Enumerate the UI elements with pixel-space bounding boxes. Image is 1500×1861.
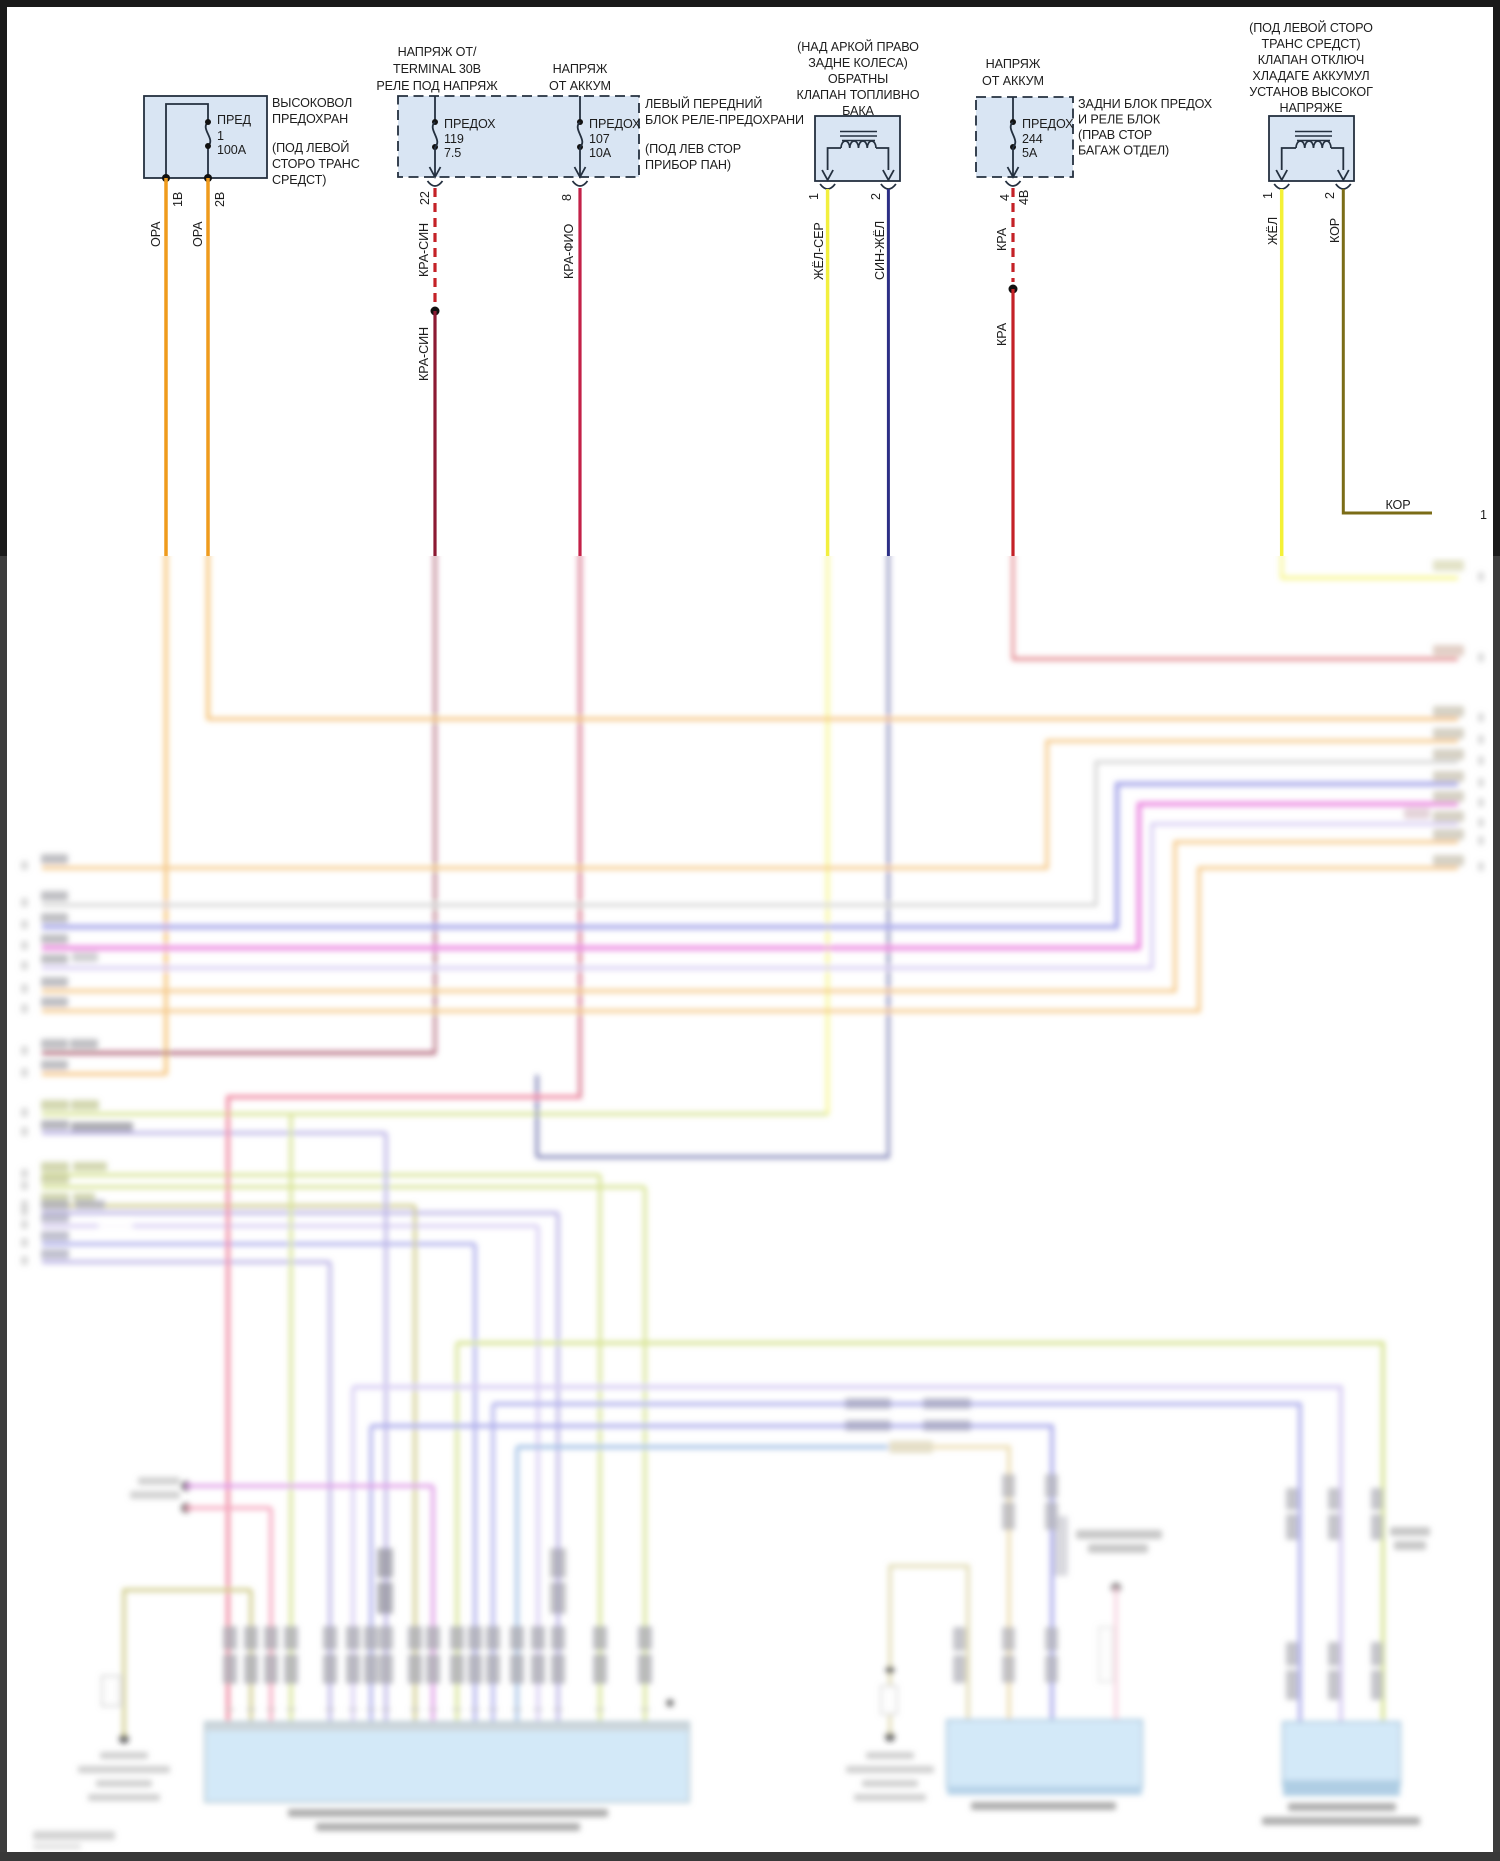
svg-text:7.5: 7.5 [444,146,461,160]
svg-text:ПРЕДОХ: ПРЕДОХ [444,117,496,131]
svg-text:107: 107 [589,132,610,146]
svg-text:4: 4 [998,194,1012,201]
svg-text:119: 119 [444,132,464,146]
svg-text:100А: 100А [217,143,247,157]
svg-text:8: 8 [560,194,574,201]
svg-text:1В: 1В [171,192,185,207]
svg-text:ПРЕДОХРАН: ПРЕДОХРАН [272,112,348,126]
svg-text:ОРА: ОРА [191,221,205,247]
svg-text:ПРЕДОХ: ПРЕДОХ [1022,117,1074,131]
svg-text:ЗАДНИ БЛОК ПРЕДОХ: ЗАДНИ БЛОК ПРЕДОХ [1078,97,1213,111]
svg-text:(НАД АРКОЙ ПРАВО: (НАД АРКОЙ ПРАВО [797,39,919,54]
svg-text:КОР: КОР [1328,218,1342,243]
svg-text:22: 22 [418,191,432,205]
svg-text:СТОРО ТРАНС: СТОРО ТРАНС [272,157,360,171]
svg-text:4В: 4В [1017,190,1031,205]
svg-text:ЖЁЛ: ЖЁЛ [1266,217,1280,245]
svg-text:КЛАПАН ТОПЛИВНО: КЛАПАН ТОПЛИВНО [797,88,920,102]
svg-text:БАКА: БАКА [842,104,874,118]
svg-text:(ПРАВ СТОР: (ПРАВ СТОР [1078,128,1152,142]
svg-text:КРА-СИН: КРА-СИН [417,327,431,381]
svg-text:СИН-ЖЁЛ: СИН-ЖЁЛ [873,221,887,280]
svg-text:2: 2 [869,193,883,200]
svg-text:1: 1 [1261,192,1275,199]
svg-text:КОР: КОР [1385,498,1410,512]
svg-text:(ПОД ЛЕВ СТОР: (ПОД ЛЕВ СТОР [645,142,741,156]
svg-text:КРА-СИН: КРА-СИН [417,223,431,277]
svg-text:(ПОД ЛЕВОЙ СТОРО: (ПОД ЛЕВОЙ СТОРО [1249,20,1373,35]
svg-text:СРЕДСТ): СРЕДСТ) [272,173,326,187]
svg-text:КЛАПАН ОТКЛЮЧ: КЛАПАН ОТКЛЮЧ [1258,53,1364,67]
svg-text:БАГАЖ ОТДЕЛ): БАГАЖ ОТДЕЛ) [1078,144,1169,158]
svg-text:ПРЕД: ПРЕД [217,113,252,127]
svg-text:НАПРЯЖ ОТ/: НАПРЯЖ ОТ/ [398,45,477,59]
svg-text:ХЛАДАГЕ АККУМУЛ: ХЛАДАГЕ АККУМУЛ [1252,69,1369,83]
svg-text:ТРАНС СРЕДСТ): ТРАНС СРЕДСТ) [1261,37,1360,51]
svg-text:2: 2 [1323,192,1337,199]
svg-text:НАПРЯЖ: НАПРЯЖ [553,62,608,76]
svg-text:1: 1 [217,129,224,143]
svg-text:ЗАДНЕ КОЛЕСА): ЗАДНЕ КОЛЕСА) [808,56,908,70]
svg-text:БЛОК РЕЛЕ-ПРЕДОХРАНИ: БЛОК РЕЛЕ-ПРЕДОХРАНИ [645,113,804,127]
svg-text:КРА-ФИО: КРА-ФИО [562,223,576,279]
svg-text:1: 1 [1480,508,1487,522]
svg-text:ОБРАТНЫ: ОБРАТНЫ [828,72,888,86]
svg-text:НАПРЯЖЕ: НАПРЯЖЕ [1280,101,1343,115]
svg-text:ВЫСОКОВОЛ: ВЫСОКОВОЛ [272,96,352,110]
svg-text:2В: 2В [213,192,227,207]
svg-text:ОТ АККУМ: ОТ АККУМ [982,74,1044,88]
svg-text:10А: 10А [589,146,612,160]
svg-text:РЕЛЕ ПОД НАПРЯЖ: РЕЛЕ ПОД НАПРЯЖ [376,79,498,93]
svg-text:5А: 5А [1022,146,1038,160]
svg-text:TERMINAL 30В: TERMINAL 30В [393,62,481,76]
svg-text:ОТ АККУМ: ОТ АККУМ [549,79,611,93]
svg-text:ПРИБОР ПАН): ПРИБОР ПАН) [645,158,731,172]
svg-text:(ПОД ЛЕВОЙ: (ПОД ЛЕВОЙ [272,140,349,155]
svg-text:И РЕЛЕ БЛОК: И РЕЛЕ БЛОК [1078,113,1161,127]
svg-text:КРА: КРА [995,322,1009,346]
svg-text:ОРА: ОРА [149,221,163,247]
svg-text:1: 1 [807,193,821,200]
svg-text:УСТАНОВ ВЫСОКОГ: УСТАНОВ ВЫСОКОГ [1249,85,1373,99]
svg-text:КРА: КРА [995,227,1009,251]
svg-text:ПРЕДОХ: ПРЕДОХ [589,117,641,131]
svg-text:НАПРЯЖ: НАПРЯЖ [986,57,1041,71]
svg-text:ЛЕВЫЙ ПЕРЕДНИЙ: ЛЕВЫЙ ПЕРЕДНИЙ [645,96,762,111]
svg-text:ЖЁЛ-СЕР: ЖЁЛ-СЕР [812,222,826,280]
svg-text:244: 244 [1022,132,1043,146]
